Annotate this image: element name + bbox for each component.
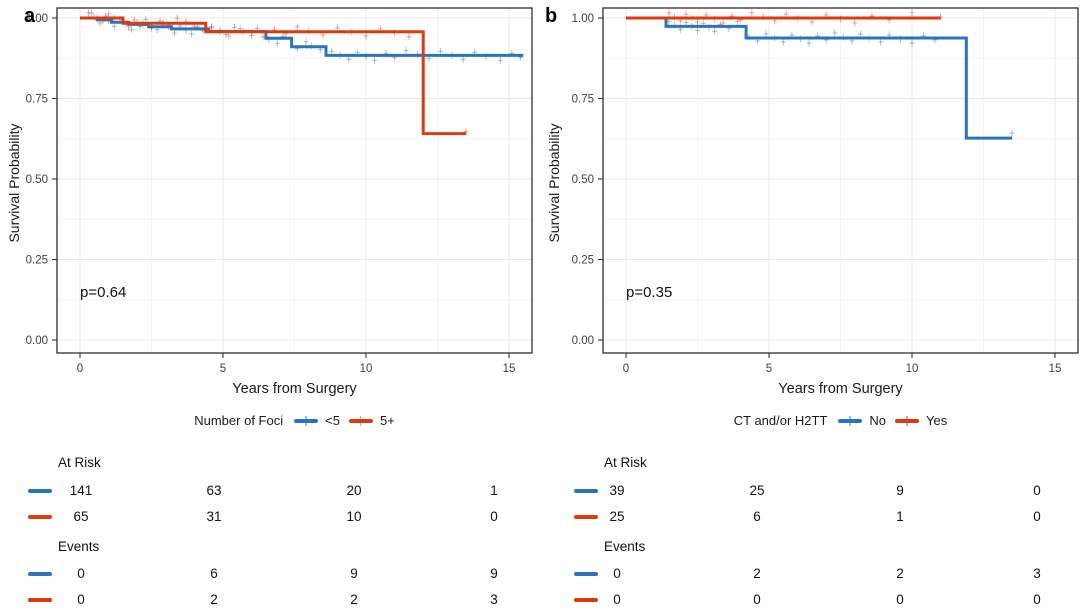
group-key-line-icon <box>28 572 52 576</box>
events-count: 0 <box>753 591 761 607</box>
at-risk-count: 141 <box>69 483 93 498</box>
legend-entry: 5+ <box>348 413 395 428</box>
risk-table-row: 25 6 1 0 <box>540 508 1080 525</box>
events-count: 0 <box>1033 591 1041 607</box>
risk-table-row: 0 6 9 9 <box>0 565 540 582</box>
legend-entry: No <box>838 413 886 428</box>
legend-entry-label: <5 <box>325 413 340 428</box>
risk-table-row: 0 0 0 0 <box>540 591 1080 608</box>
svg-text:15: 15 <box>503 363 516 375</box>
group-key-line-icon <box>574 572 598 576</box>
svg-text:0.50: 0.50 <box>572 174 594 186</box>
events-header: Events <box>604 539 646 554</box>
legend-entry: <5 <box>294 413 340 428</box>
events-count: 6 <box>210 566 218 581</box>
at-risk-count: 0 <box>1033 483 1041 498</box>
svg-text:0.00: 0.00 <box>26 335 48 347</box>
km-plot-b: 0 5 10 15 0.00 0.25 0.50 0.75 1.00 <box>572 7 1079 375</box>
at-risk-count: 10 <box>346 508 362 524</box>
risk-table-row: 141 63 20 1 <box>0 482 540 499</box>
group-key-line-icon <box>574 489 598 493</box>
group-key-line-icon <box>28 514 52 519</box>
x-axis-title: Years from Surgery <box>232 381 357 397</box>
svg-text:0.75: 0.75 <box>26 94 48 106</box>
events-count: 3 <box>490 591 498 607</box>
events-count: 3 <box>1033 566 1041 581</box>
at-risk-count: 0 <box>490 508 498 524</box>
svg-text:10: 10 <box>906 363 919 375</box>
risk-table-row: 65 31 10 0 <box>0 508 540 525</box>
legend-title: Number of Foci <box>194 413 284 428</box>
svg-text:5: 5 <box>220 363 226 375</box>
svg-text:0.25: 0.25 <box>26 255 48 267</box>
group-key-line-icon <box>28 597 52 602</box>
x-axis-title: Years from Surgery <box>778 381 903 397</box>
svg-text:0.25: 0.25 <box>572 255 594 267</box>
events-count: 0 <box>77 566 85 581</box>
svg-text:15: 15 <box>1049 363 1062 375</box>
panel-letter-b: b <box>545 5 558 27</box>
at-risk-header: At Risk <box>58 455 101 470</box>
panel-b: 0 5 10 15 0.00 0.25 0.50 0.75 1.00 b Survival Pr… <box>540 0 1080 611</box>
at-risk-count: 6 <box>753 508 761 524</box>
svg-text:0: 0 <box>623 363 629 375</box>
svg-text:5: 5 <box>766 363 772 375</box>
legend-key-line-icon <box>348 415 373 426</box>
events-count: 0 <box>896 591 904 607</box>
events-count: 0 <box>613 591 621 607</box>
at-risk-count: 9 <box>896 483 904 498</box>
at-risk-count: 25 <box>609 508 625 524</box>
legend: Number of Foci <5 5+ <box>57 413 532 428</box>
panel-a: 0 5 10 15 0.00 0.25 0.50 0.75 1.00 a Survival Pr… <box>0 5 540 608</box>
group-key-line-icon <box>574 597 598 602</box>
legend-title: CT and/or H2TT <box>733 413 828 428</box>
legend-entry-label: 5+ <box>379 413 395 428</box>
events-header: Events <box>58 539 100 554</box>
p-value-annotation: p=0.64 <box>80 284 127 301</box>
events-count: 2 <box>753 566 761 581</box>
svg-text:0.50: 0.50 <box>26 174 48 186</box>
legend-key-line-icon <box>838 415 863 426</box>
events-count: 0 <box>613 566 621 581</box>
legend: CT and/or H2TT No Yes <box>603 413 1078 428</box>
svg-text:0.75: 0.75 <box>572 94 594 106</box>
svg-text:0: 0 <box>77 363 83 375</box>
legend-key-line-icon <box>294 415 319 426</box>
at-risk-header: At Risk <box>604 455 647 470</box>
events-count: 9 <box>490 566 498 581</box>
events-count: 2 <box>896 566 904 581</box>
at-risk-count: 0 <box>1033 508 1041 524</box>
at-risk-count: 39 <box>609 483 625 498</box>
at-risk-count: 25 <box>749 483 765 498</box>
y-axis-title: Survival Probability <box>6 123 22 243</box>
panel-letter-a: a <box>24 5 36 27</box>
km-plot-a: 0 5 10 15 0.00 0.25 0.50 0.75 1.00 <box>26 7 533 375</box>
p-value-annotation: p=0.35 <box>626 284 673 301</box>
legend-entry: Yes <box>895 413 947 428</box>
events-count: 9 <box>350 566 358 581</box>
svg-text:1.00: 1.00 <box>26 13 48 25</box>
at-risk-count: 63 <box>206 483 222 498</box>
risk-table-row: 0 2 2 3 <box>0 591 540 608</box>
at-risk-count: 1 <box>490 483 498 498</box>
at-risk-count: 65 <box>73 508 89 524</box>
at-risk-count: 20 <box>346 483 362 498</box>
legend-entry-label: No <box>869 413 887 428</box>
group-key-line-icon <box>28 489 52 493</box>
at-risk-count: 31 <box>206 508 222 524</box>
legend-entry-label: Yes <box>926 413 948 428</box>
risk-table-row: 39 25 9 0 <box>540 482 1080 499</box>
svg-text:10: 10 <box>360 363 373 375</box>
svg-text:0.00: 0.00 <box>572 335 594 347</box>
at-risk-count: 1 <box>896 508 904 524</box>
events-count: 2 <box>350 591 358 607</box>
y-axis-title: Survival Probability <box>546 123 562 243</box>
risk-table-row: 0 2 2 3 <box>540 565 1080 582</box>
events-count: 0 <box>77 591 85 607</box>
group-key-line-icon <box>574 514 598 519</box>
legend-key-line-icon <box>895 415 920 426</box>
events-count: 2 <box>210 591 218 607</box>
svg-text:1.00: 1.00 <box>572 13 594 25</box>
